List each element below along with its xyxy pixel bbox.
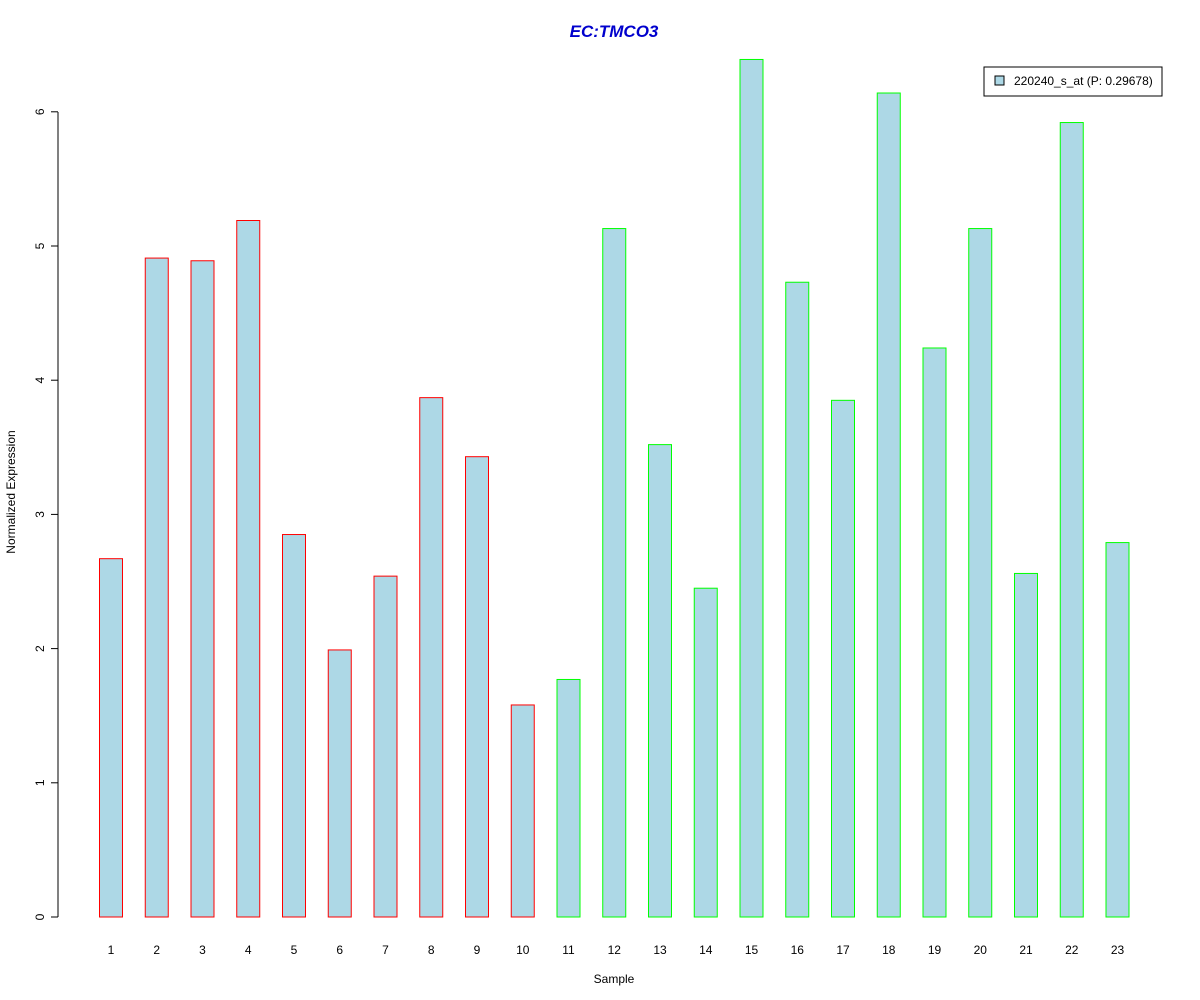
y-tick-label: 1	[33, 779, 47, 786]
bar-sample-12	[602, 228, 627, 918]
x-axis-title: Sample	[594, 972, 635, 986]
x-tick-label: 2	[153, 943, 160, 957]
bar-sample-16	[785, 281, 810, 918]
bar-sample-2	[144, 257, 169, 918]
bar-sample-4	[236, 220, 261, 918]
bar-sample-10	[510, 704, 535, 918]
x-tick-label: 6	[336, 943, 343, 957]
y-tick-label: 3	[33, 511, 47, 518]
x-tick-label: 9	[474, 943, 481, 957]
x-tick-label: 20	[974, 943, 988, 957]
x-tick-label: 7	[382, 943, 389, 957]
x-tick-label: 3	[199, 943, 206, 957]
x-tick-label: 17	[836, 943, 850, 957]
legend-swatch	[994, 75, 1005, 86]
bar-sample-8	[419, 397, 444, 918]
x-tick-label: 15	[745, 943, 759, 957]
bar-sample-20	[968, 228, 993, 918]
bar-sample-1	[99, 558, 123, 918]
bar-sample-9	[465, 456, 489, 918]
bar-sample-6	[327, 649, 352, 918]
bar-sample-15	[739, 58, 764, 918]
x-tick-label: 12	[608, 943, 622, 957]
chart-title: EC:TMCO3	[570, 22, 659, 41]
x-tick-label: 22	[1065, 943, 1079, 957]
legend-box	[983, 66, 1163, 97]
bar-sample-7	[373, 575, 398, 918]
bar-sample-23	[1105, 542, 1130, 918]
x-tick-label: 8	[428, 943, 435, 957]
bar-sample-21	[1014, 572, 1038, 918]
y-tick-label: 4	[33, 377, 47, 384]
y-tick-label: 2	[33, 645, 47, 652]
x-tick-label: 14	[699, 943, 713, 957]
bar-sample-14	[693, 587, 718, 918]
x-tick-label: 21	[1019, 943, 1033, 957]
x-tick-label: 16	[791, 943, 805, 957]
y-axis-ticks: 0 1 2 3 4 5 6	[33, 108, 58, 920]
x-tick-label: 1	[108, 943, 115, 957]
x-tick-label: 19	[928, 943, 942, 957]
x-tick-label: 10	[516, 943, 530, 957]
bar-sample-11	[556, 678, 581, 918]
bar-sample-3	[190, 260, 215, 918]
y-tick-label: 5	[33, 242, 47, 249]
bar-sample-13	[648, 444, 672, 918]
bar-sample-18	[876, 92, 901, 918]
legend: 220240_s_at (P: 0.29678)	[983, 66, 1163, 97]
y-tick-label: 0	[33, 913, 47, 920]
x-tick-label: 4	[245, 943, 252, 957]
legend-label: 220240_s_at (P: 0.29678)	[1014, 74, 1153, 88]
bar-sample-17	[831, 399, 855, 918]
x-tick-label: 18	[882, 943, 896, 957]
bar-sample-5	[282, 534, 306, 918]
bar-sample-19	[922, 347, 947, 918]
x-tick-label: 11	[562, 943, 575, 957]
y-tick-label: 6	[33, 108, 47, 115]
y-axis-title: Normalized Expression	[4, 430, 18, 553]
x-tick-label: 23	[1111, 943, 1125, 957]
x-tick-label: 5	[291, 943, 298, 957]
x-axis-labels: 1 2 3 4 5 6 7 8 9 10 11 12 13 14 15 16 17 18 19 20 21 22 23	[108, 943, 1125, 957]
bars	[99, 58, 1130, 918]
x-tick-label: 13	[653, 943, 667, 957]
bar-sample-22	[1059, 122, 1084, 918]
